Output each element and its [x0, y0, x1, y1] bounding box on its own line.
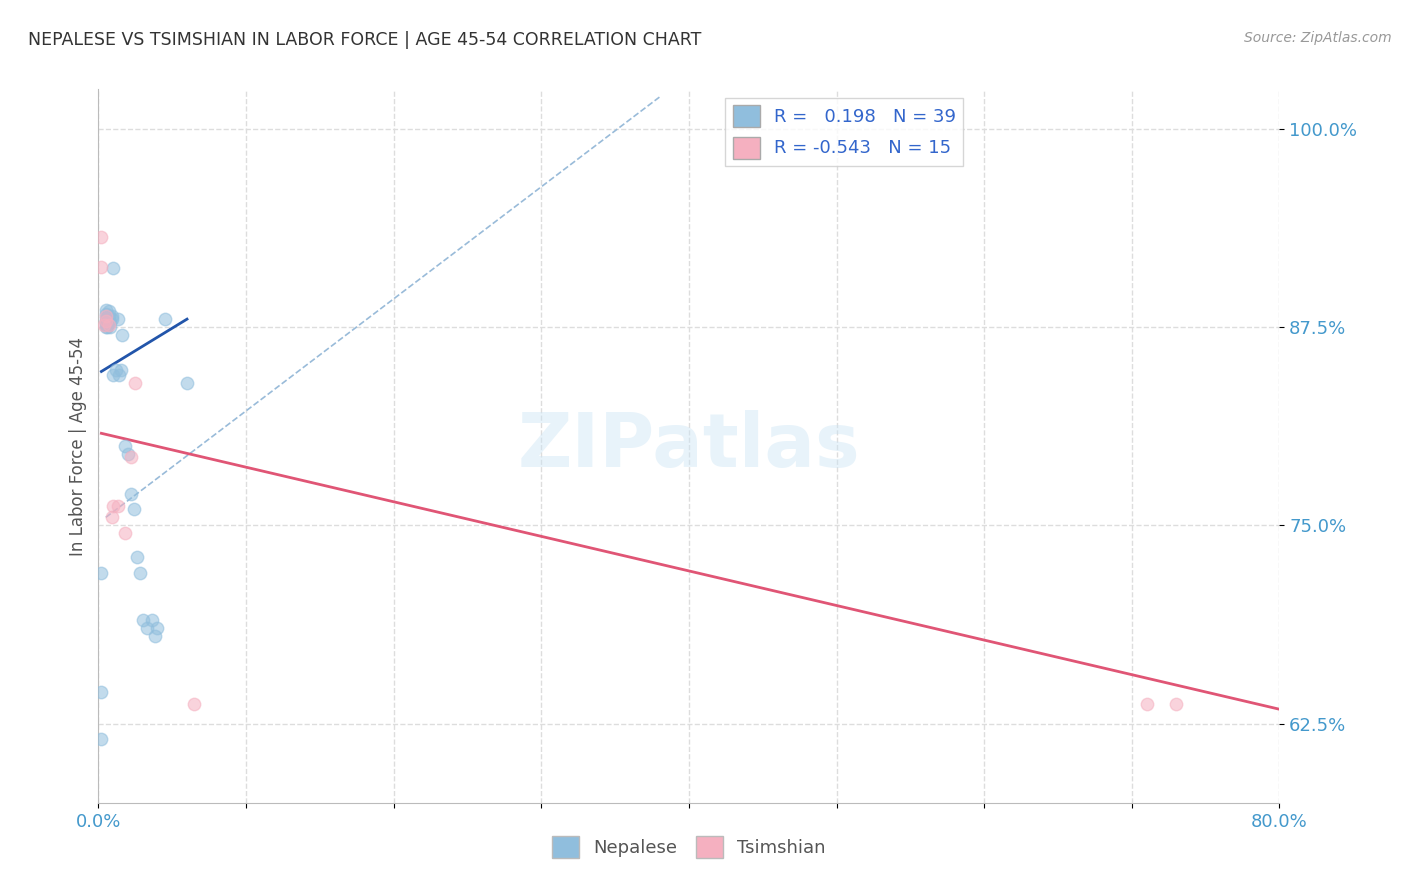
- Point: [1164, 698, 1187, 712]
- Point: [94, 317, 117, 331]
- Point: [103, 368, 125, 382]
- Point: [107, 500, 129, 514]
- Point: [90, 229, 112, 244]
- Point: [94, 307, 117, 321]
- Point: [93, 318, 115, 333]
- Point: [103, 500, 125, 514]
- Point: [103, 261, 125, 276]
- Point: [125, 549, 148, 564]
- Point: [117, 447, 139, 461]
- Point: [96, 312, 118, 326]
- Point: [120, 486, 142, 500]
- Point: [100, 312, 122, 326]
- Point: [136, 621, 159, 635]
- Point: [94, 302, 117, 317]
- Text: Source: ZipAtlas.com: Source: ZipAtlas.com: [1244, 31, 1392, 45]
- Point: [176, 376, 198, 390]
- Point: [143, 629, 166, 643]
- Point: [96, 315, 118, 329]
- Point: [183, 698, 205, 712]
- Point: [108, 368, 131, 382]
- Point: [120, 450, 142, 464]
- Point: [111, 328, 134, 343]
- Point: [110, 363, 132, 377]
- Point: [94, 314, 117, 328]
- Point: [94, 320, 117, 334]
- Point: [122, 502, 145, 516]
- Point: [90, 566, 112, 580]
- Point: [105, 363, 128, 377]
- Point: [114, 526, 136, 541]
- Point: [162, 814, 183, 829]
- Point: [97, 318, 120, 333]
- Point: [94, 314, 117, 328]
- Point: [94, 309, 117, 323]
- Point: [124, 376, 146, 390]
- Point: [1135, 698, 1157, 712]
- Point: [153, 312, 176, 326]
- Text: NEPALESE VS TSIMSHIAN IN LABOR FORCE | AGE 45-54 CORRELATION CHART: NEPALESE VS TSIMSHIAN IN LABOR FORCE | A…: [28, 31, 702, 49]
- Legend: Nepalese, Tsimshian: Nepalese, Tsimshian: [546, 829, 832, 865]
- Y-axis label: In Labor Force | Age 45-54: In Labor Force | Age 45-54: [69, 336, 87, 556]
- Point: [107, 312, 129, 326]
- Point: [97, 304, 120, 318]
- Point: [97, 309, 120, 323]
- Point: [90, 732, 112, 747]
- Point: [100, 510, 122, 524]
- Point: [94, 310, 117, 325]
- Point: [98, 320, 121, 334]
- Point: [141, 614, 163, 628]
- Point: [100, 309, 122, 323]
- Point: [128, 566, 150, 580]
- Point: [146, 621, 169, 635]
- Point: [114, 439, 136, 453]
- Point: [98, 315, 121, 329]
- Point: [90, 260, 112, 274]
- Text: ZIPatlas: ZIPatlas: [517, 409, 860, 483]
- Point: [132, 614, 155, 628]
- Point: [96, 320, 118, 334]
- Point: [90, 685, 112, 699]
